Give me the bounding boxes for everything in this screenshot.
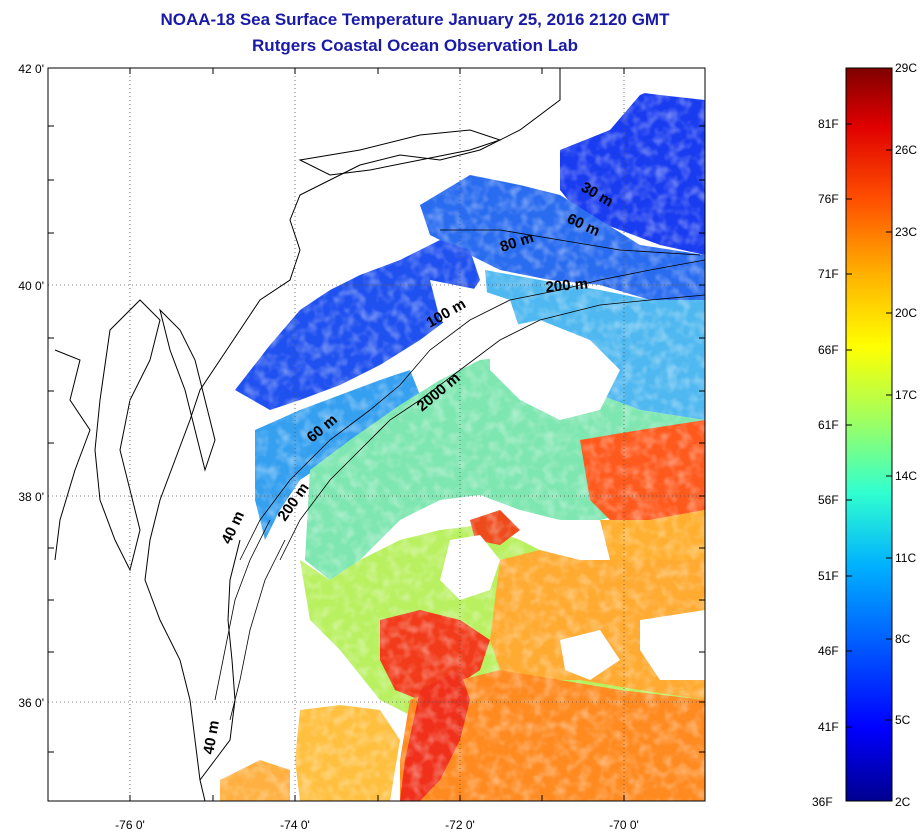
colorbar-label-8c: 8C	[895, 632, 911, 646]
colorbar-label-36f: 36F	[812, 795, 833, 809]
colorbar-label-20c: 20C	[895, 306, 918, 320]
colorbar-label-61f: 61F	[818, 418, 839, 432]
colorbar-label-76f: 76F	[818, 192, 839, 206]
lat-label-40: 40 0'	[18, 279, 44, 293]
colorbar-label-56f: 56F	[818, 493, 839, 507]
lat-label-36: 36 0'	[18, 696, 44, 710]
colorbar-label-5c: 5C	[895, 713, 911, 727]
colorbar-label-11c: 11C	[895, 551, 917, 565]
lon-label-76: -76 0'	[115, 818, 145, 832]
bathymetry-contours	[214, 229, 705, 721]
colorbar-label-71f: 71F	[818, 267, 839, 281]
lon-label-72: -72 0'	[445, 818, 475, 832]
colorbar-label-66f: 66F	[818, 343, 839, 357]
lon-label-70: -70 0'	[609, 818, 639, 832]
colorbar-label-41f: 41F	[818, 720, 839, 734]
map-title: NOAA-18 Sea Surface Temperature January …	[160, 10, 670, 29]
map-ticks	[48, 68, 705, 801]
contour-label-40m-south: 40 m	[200, 719, 223, 756]
map-subtitle: Rutgers Coastal Ocean Observation Lab	[252, 36, 578, 55]
colorbar-label-46f: 46F	[818, 644, 839, 658]
map-frame	[47, 67, 706, 802]
landmass	[48, 68, 705, 801]
colorbar-label-23c: 23C	[895, 225, 918, 239]
colorbar	[845, 67, 893, 802]
lon-label-74: -74 0'	[280, 818, 310, 832]
map-gridlines	[48, 68, 705, 801]
colorbar-ticks	[846, 123, 892, 728]
colorbar-label-2c: 2C	[895, 795, 911, 809]
colorbar-label-26c: 26C	[895, 143, 918, 157]
colorbar-label-51f: 51F	[818, 569, 839, 583]
colorbar-label-29c: 29C	[895, 61, 918, 75]
colorbar-label-81f: 81F	[818, 117, 839, 131]
lat-label-38: 38 0'	[18, 490, 44, 504]
colorbar-label-14c: 14C	[895, 469, 918, 483]
lat-label-42: 42 0'	[18, 62, 44, 76]
colorbar-label-17c: 17C	[895, 388, 918, 402]
contour-label-200m-north: 200 m	[545, 275, 589, 296]
